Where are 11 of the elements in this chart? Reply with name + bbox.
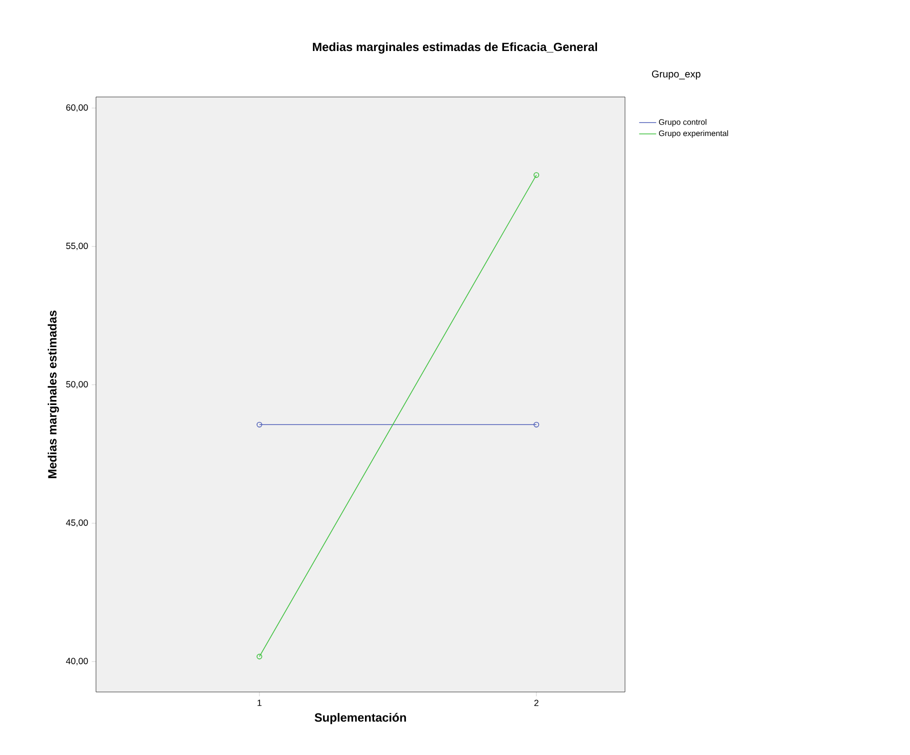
y-tick-label: 60,00 [66,104,88,112]
y-tick-label: 45,00 [66,519,88,527]
chart-title: Medias marginales estimadas de Eficacia_General [312,42,597,54]
x-axis-title: Suplementación [314,712,406,724]
x-tick-label: 1 [258,700,262,706]
y-axis-title: Medias marginales estimadas [48,310,59,478]
x-tick-label: 2 [534,700,538,706]
y-tick-label: 55,00 [66,242,88,250]
y-tick-label: 40,00 [66,658,88,666]
legend-title: Grupo_exp [652,70,700,80]
y-tick-label: 50,00 [66,381,88,388]
